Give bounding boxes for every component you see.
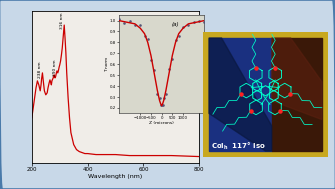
Point bbox=[142, 34, 147, 37]
Text: $\mathbf{Col_h}$  117° Iso: $\mathbf{Col_h}$ 117° Iso bbox=[211, 141, 266, 152]
Point bbox=[148, 58, 154, 61]
Point bbox=[160, 103, 165, 106]
Polygon shape bbox=[272, 38, 322, 151]
Polygon shape bbox=[272, 38, 322, 120]
Point bbox=[151, 68, 157, 71]
Point bbox=[116, 18, 122, 21]
Point bbox=[159, 103, 164, 106]
Point bbox=[191, 20, 196, 23]
Point bbox=[166, 67, 172, 70]
Point bbox=[122, 21, 127, 24]
FancyBboxPatch shape bbox=[209, 38, 322, 151]
Point bbox=[173, 38, 178, 41]
Point bbox=[145, 38, 150, 41]
Point bbox=[202, 20, 207, 23]
Point bbox=[180, 25, 186, 28]
Point bbox=[170, 58, 175, 61]
Y-axis label: T norm: T norm bbox=[105, 57, 109, 72]
Point bbox=[186, 23, 191, 26]
Polygon shape bbox=[209, 38, 272, 151]
Point bbox=[158, 104, 163, 107]
Text: 290 nm: 290 nm bbox=[53, 60, 57, 76]
X-axis label: Wavelength (nm): Wavelength (nm) bbox=[88, 174, 143, 179]
X-axis label: Z (microns): Z (microns) bbox=[149, 121, 174, 125]
Polygon shape bbox=[209, 38, 272, 151]
Text: 316 nm: 316 nm bbox=[60, 13, 64, 29]
Point bbox=[132, 24, 138, 27]
Point bbox=[176, 34, 182, 37]
Point bbox=[163, 92, 169, 95]
FancyBboxPatch shape bbox=[199, 28, 332, 161]
Point bbox=[157, 97, 162, 100]
Text: 238 nm: 238 nm bbox=[39, 62, 43, 78]
Point bbox=[161, 97, 166, 100]
Point bbox=[127, 19, 132, 22]
Point bbox=[196, 20, 202, 23]
Point bbox=[155, 92, 160, 95]
Point bbox=[138, 24, 143, 27]
Text: (a): (a) bbox=[172, 22, 180, 27]
